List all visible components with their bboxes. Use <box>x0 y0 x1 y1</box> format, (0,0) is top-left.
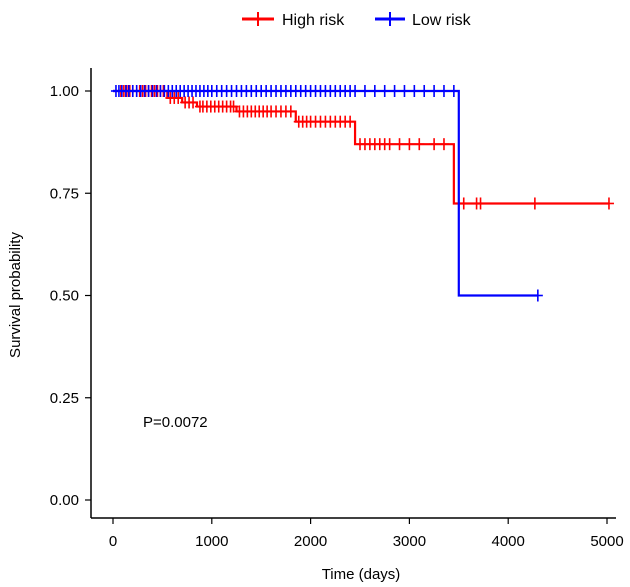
x-tick-label: 1000 <box>195 533 228 550</box>
y-tick-label: 0.25 <box>50 390 79 407</box>
legend-label-high-risk: High risk <box>282 12 345 29</box>
y-axis-ticks: 0.00 0.25 0.50 0.75 1.00 <box>50 83 91 509</box>
x-axis-ticks: 0 1000 2000 3000 4000 5000 <box>109 518 624 550</box>
x-tick-label: 2000 <box>294 533 327 550</box>
x-tick-label: 4000 <box>492 533 525 550</box>
series-high-risk <box>113 85 614 210</box>
series-layer <box>110 85 614 302</box>
x-axis-title: Time (days) <box>322 566 401 583</box>
legend-item-low-risk: Low risk <box>375 12 472 29</box>
legend: High risk Low risk <box>242 12 472 29</box>
y-tick-label: 0.50 <box>50 288 79 305</box>
x-tick-label: 0 <box>109 533 117 550</box>
p-value-annotation: P=0.0072 <box>143 414 208 431</box>
x-tick-label: 5000 <box>590 533 623 550</box>
series-low-risk <box>110 85 543 302</box>
x-tick-label: 3000 <box>393 533 426 550</box>
y-tick-label: 0.00 <box>50 492 79 509</box>
y-tick-label: 0.75 <box>50 185 79 202</box>
y-tick-label: 1.00 <box>50 83 79 100</box>
y-axis-title: Survival probability <box>7 232 24 358</box>
legend-label-low-risk: Low risk <box>412 12 472 29</box>
legend-item-high-risk: High risk <box>242 12 345 29</box>
km-curve-high-risk <box>113 89 609 205</box>
